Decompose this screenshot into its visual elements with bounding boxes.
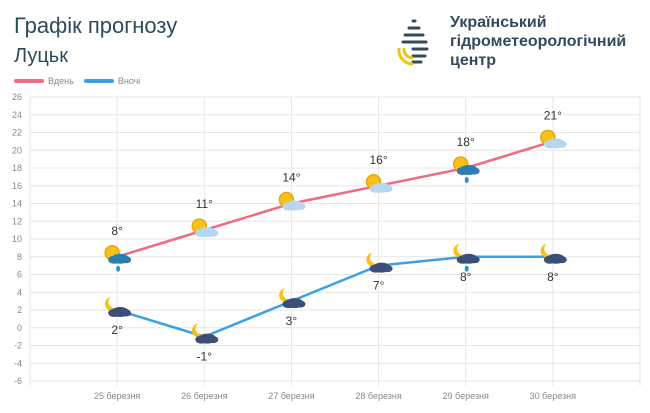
data-label: 7° <box>373 279 385 293</box>
y-tick-label: 8 <box>17 252 22 262</box>
cloud-shape <box>369 184 382 193</box>
moon-shape <box>540 243 554 258</box>
org-name-line: Український <box>450 14 547 31</box>
sun-cloud-icon <box>365 174 393 193</box>
x-tick-label: 27 березня <box>268 391 314 401</box>
moon-shape <box>191 323 206 338</box>
cloud-shape <box>195 335 208 344</box>
cloud-shape <box>556 256 567 264</box>
y-tick-label: 14 <box>12 199 22 209</box>
org-name-line: центр <box>450 52 497 69</box>
moon-cloud-icon <box>540 243 567 264</box>
x-tick-label: 25 березня <box>94 391 140 401</box>
y-tick-label: 18 <box>12 163 22 173</box>
city-name: Луцьк <box>14 45 68 67</box>
y-tick-label: -4 <box>14 358 22 368</box>
y-tick-label: 22 <box>12 128 22 138</box>
y-tick-label: 6 <box>17 270 22 280</box>
org-name-line: гідрометеорологічний <box>450 33 627 50</box>
moon-shape <box>279 288 293 303</box>
moon-shape <box>366 252 380 267</box>
legend-swatch-night[interactable] <box>83 79 114 83</box>
x-tick-label: 26 березня <box>181 391 227 401</box>
sun-cloud-icon <box>191 218 219 238</box>
moon-rain-cloud-icon <box>453 243 480 272</box>
y-tick-label: 12 <box>12 216 22 226</box>
rain-drop <box>464 177 469 183</box>
sun-rain-cloud-icon <box>104 245 132 272</box>
cloud-shape <box>208 336 219 344</box>
sun-cloud-icon <box>278 191 306 211</box>
x-tick-label: 30 березня <box>530 391 576 401</box>
chart-legend: Вдень Вночі <box>14 76 140 86</box>
cloud-shape <box>282 202 295 211</box>
y-tick-label: -2 <box>14 341 22 351</box>
y-tick-label: 4 <box>17 287 22 297</box>
cloud-shape <box>456 255 469 264</box>
data-label: 2° <box>111 323 123 337</box>
page-title: Графік прогнозу <box>14 13 178 38</box>
y-tick-label: 24 <box>12 110 22 120</box>
moon-cloud-icon <box>366 252 393 273</box>
sun-rain-cloud-icon <box>452 156 480 183</box>
y-tick-label: 0 <box>17 323 22 333</box>
series-line-day <box>116 140 554 258</box>
cloud-shape <box>108 309 121 317</box>
y-tick-label: 26 <box>12 92 22 102</box>
cloud-shape <box>369 264 382 273</box>
series-line-night <box>116 255 553 338</box>
x-tick-label: 28 березня <box>355 391 401 401</box>
cloud-shape <box>382 185 393 193</box>
moon-shape <box>453 243 467 258</box>
y-tick-label: 20 <box>12 145 22 155</box>
data-label: 14° <box>282 171 300 185</box>
cloud-shape <box>195 229 208 238</box>
cloud-shape <box>469 167 480 175</box>
data-label: 16° <box>369 153 387 167</box>
data-label: -1° <box>197 350 213 364</box>
cloud-shape <box>108 255 121 264</box>
data-label: 18° <box>457 135 475 149</box>
legend-label-day[interactable]: Вдень <box>48 76 74 86</box>
cloud-shape <box>382 265 393 273</box>
cloud-shape <box>121 309 132 317</box>
cloud-shape <box>543 140 556 149</box>
data-label: 8° <box>111 224 123 238</box>
org-name: Український гідрометеорологічний центр <box>450 13 650 70</box>
cloud-shape <box>282 300 295 309</box>
moon-cloud-icon <box>104 297 132 317</box>
moon-shape <box>104 297 119 311</box>
y-tick-label: 2 <box>17 305 22 315</box>
rain-drop <box>116 265 121 272</box>
cloud-shape <box>556 140 567 148</box>
legend-swatch-day[interactable] <box>14 79 44 83</box>
cloud-shape <box>469 256 480 264</box>
cloud-shape <box>543 255 556 264</box>
data-label: 8° <box>460 270 472 284</box>
sun-cloud-icon <box>540 129 567 149</box>
rain-drop <box>464 265 469 272</box>
data-label: 8° <box>547 270 559 284</box>
legend-label-night[interactable]: Вночі <box>117 76 141 86</box>
x-tick-label: 29 березня <box>443 391 489 401</box>
cloud-shape <box>295 203 306 210</box>
y-tick-label: -6 <box>14 376 22 386</box>
cloud-shape <box>456 167 469 175</box>
moon-cloud-icon <box>279 288 306 309</box>
data-label: 11° <box>196 197 213 211</box>
y-tick-label: 16 <box>12 181 22 191</box>
data-label: 3° <box>286 314 298 328</box>
cloud-shape <box>295 300 306 308</box>
data-label: 21° <box>544 108 562 122</box>
moon-cloud-icon <box>191 323 219 344</box>
cloud-shape <box>121 256 132 264</box>
ugmc-logo-icon <box>397 19 429 66</box>
y-tick-label: 10 <box>12 234 22 244</box>
cloud-shape <box>208 229 219 237</box>
